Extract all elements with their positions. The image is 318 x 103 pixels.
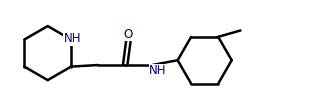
- Text: NH: NH: [149, 64, 167, 77]
- Text: NH: NH: [64, 32, 81, 45]
- Text: O: O: [124, 28, 133, 41]
